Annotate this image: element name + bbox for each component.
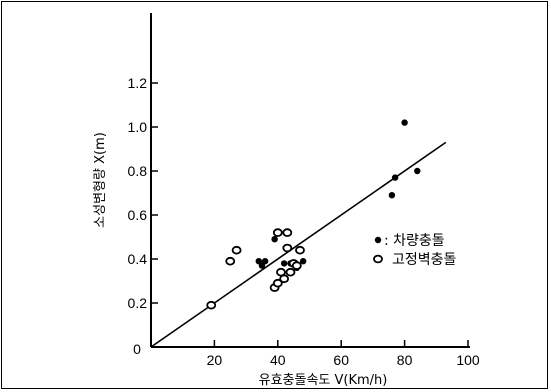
filled-point — [280, 260, 288, 267]
filled-point — [261, 258, 269, 265]
open-point — [225, 256, 236, 266]
open-point — [282, 243, 293, 253]
y-tick-label: 0.2 — [128, 295, 148, 311]
open-point — [285, 267, 296, 277]
open-point — [279, 274, 290, 284]
filled-point — [414, 167, 421, 175]
y-tick-label: 1.0 — [128, 119, 148, 135]
open-point — [272, 228, 283, 237]
x-axis-title: 유효충돌속도 V(Km/h) — [259, 373, 388, 388]
y-tick-label: 1.2 — [128, 75, 148, 91]
open-point — [295, 245, 305, 255]
legend-label: : 차량충돌 — [384, 233, 445, 249]
open-point — [231, 245, 242, 255]
filled-point — [401, 119, 408, 126]
y-axis-title: 소성변형량 X(m) — [93, 132, 108, 228]
ticks: 0.2 0.4 0.6 0.8 1.0 1.2 20 40 60 80 100 0 — [128, 75, 480, 368]
y-tick-label: 0.6 — [128, 207, 148, 223]
y-tick-label: 0.4 — [128, 251, 148, 267]
open-point — [272, 278, 283, 288]
origin-label: 0 — [133, 341, 141, 357]
filled-point — [388, 192, 396, 199]
filled-point — [271, 236, 278, 243]
filled-point — [299, 258, 307, 265]
x-tick-label: 40 — [270, 352, 286, 368]
open-point — [282, 228, 293, 237]
x-tick-label: 60 — [333, 352, 349, 368]
filled-point — [258, 262, 266, 269]
legend-open-marker — [373, 254, 383, 264]
x-tick-label: 100 — [456, 352, 480, 368]
data-points — [206, 119, 421, 310]
axes — [150, 13, 470, 348]
legend-filled-marker — [374, 236, 382, 244]
x-tick-label: 20 — [207, 352, 223, 368]
x-tick-label: 80 — [397, 352, 413, 368]
open-point — [291, 261, 302, 270]
open-point — [206, 300, 217, 310]
y-tick-label: 0.8 — [128, 163, 148, 179]
filled-point — [391, 174, 399, 181]
filled-point — [255, 258, 262, 265]
legend-label: 고정벽충돌 — [392, 252, 457, 268]
